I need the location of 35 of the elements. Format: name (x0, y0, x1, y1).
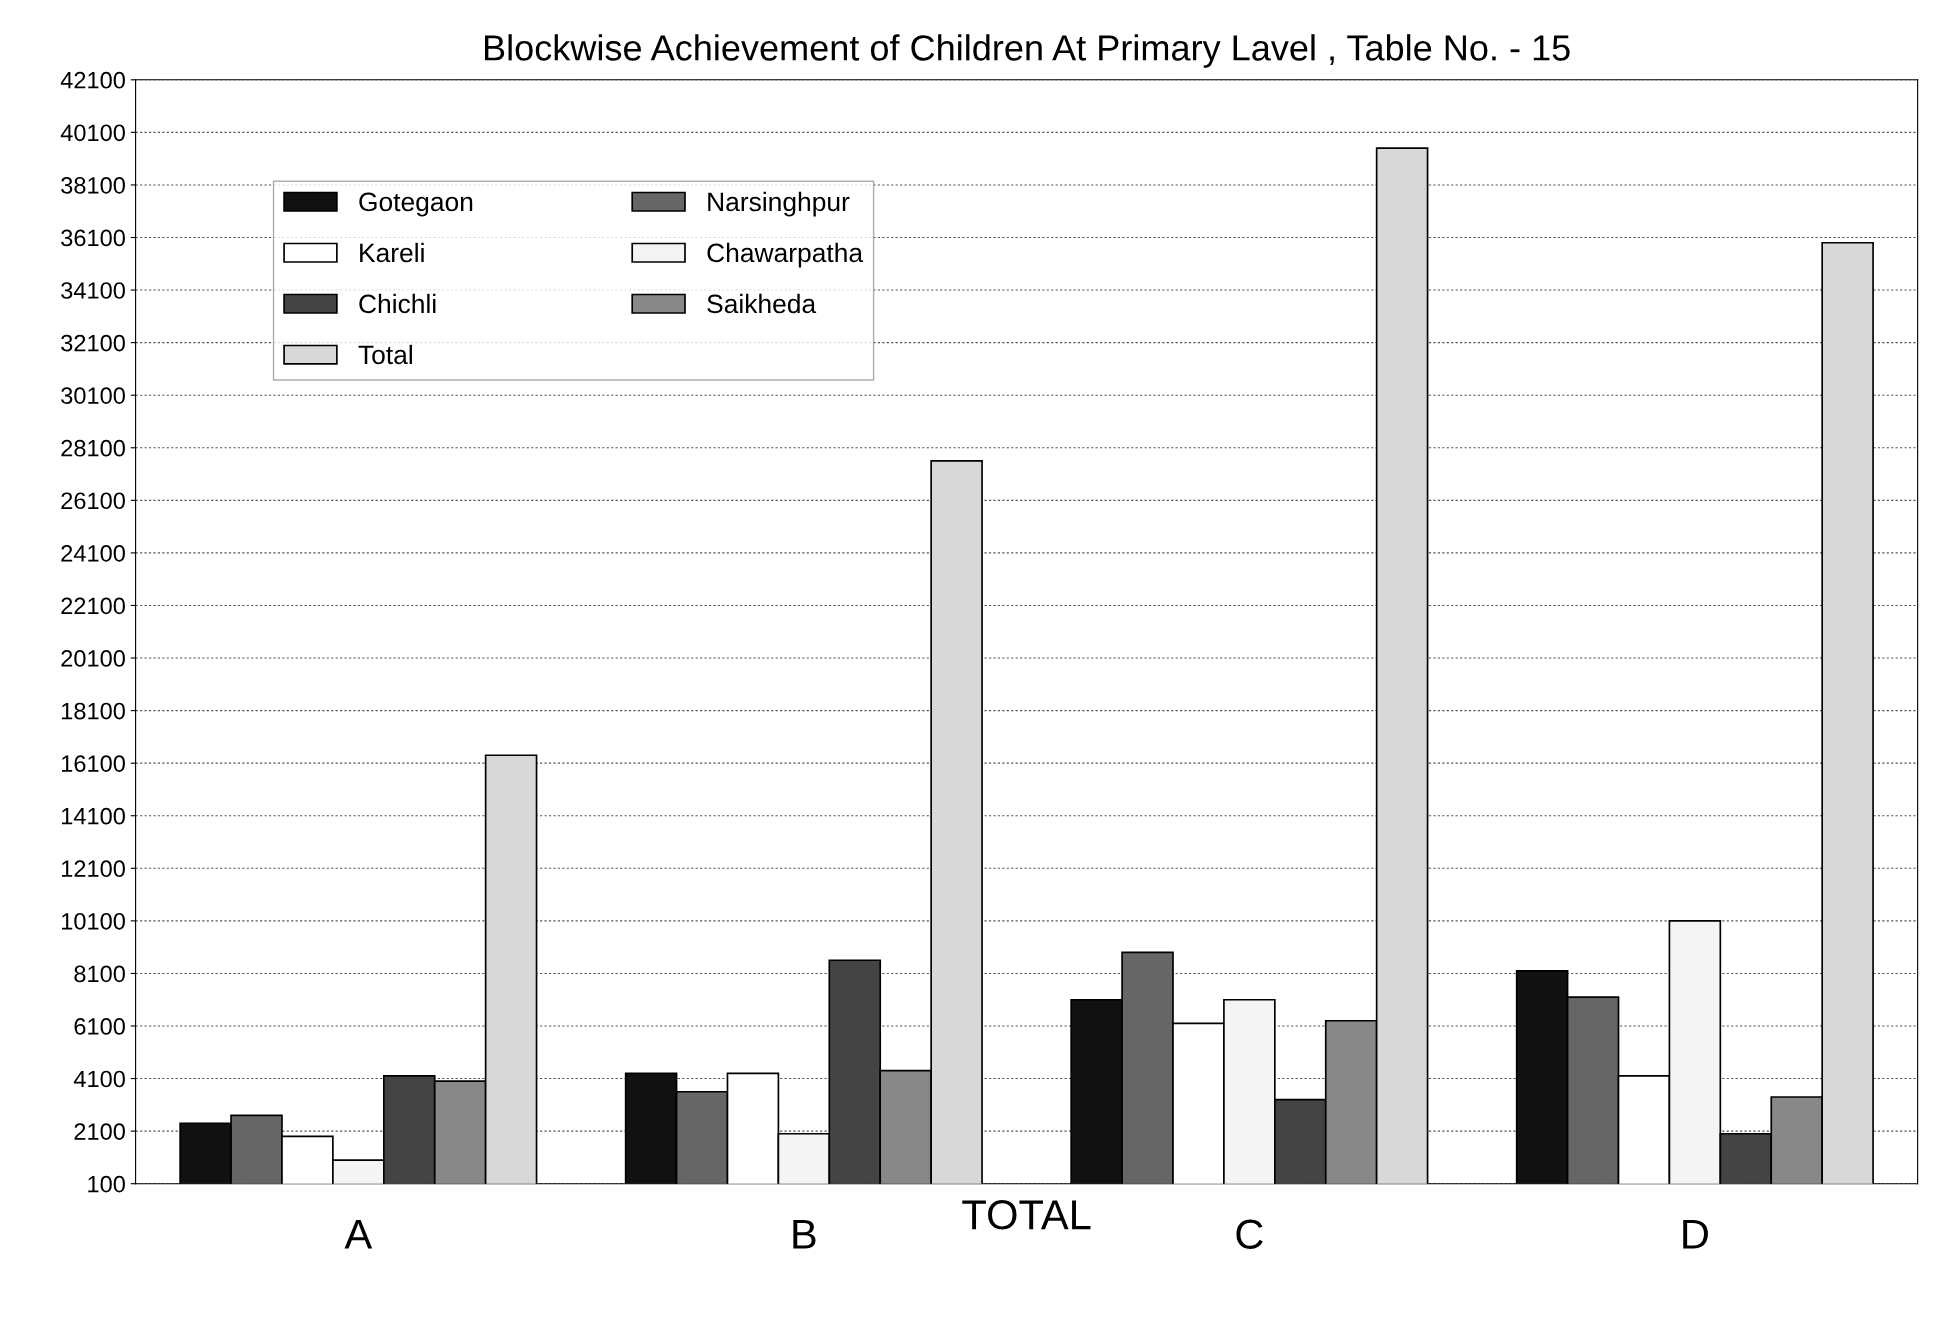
y-tick-label: 12100 (62, 860, 125, 878)
y-tick-label: 30100 (61, 387, 125, 404)
y-tick-label: 28100 (61, 439, 125, 457)
y-tick-label: 18100 (62, 702, 125, 720)
legend-label: Chichli (359, 293, 436, 314)
x-axis-title: TOTAL (962, 1200, 1091, 1230)
y-tick-label: 34100 (61, 282, 125, 299)
y-tick-label: 20100 (61, 650, 125, 667)
y-tick-label: 36100 (61, 229, 125, 247)
y-tick-label: 38100 (61, 177, 125, 194)
legend-label: Saikheda (707, 293, 817, 314)
y-tick-label: 42100 (60, 71, 125, 89)
y-tick-label: 22100 (61, 597, 125, 615)
x-tick-label: D (1683, 1219, 1708, 1249)
y-tick-label: 26100 (61, 492, 125, 510)
x-tick-label: B (793, 1219, 816, 1249)
y-tick-label: 8100 (74, 965, 125, 983)
legend-label: Narsinghpur (708, 191, 850, 217)
y-tick-label: 2100 (74, 1123, 125, 1140)
y-tick-label: 100 (88, 1175, 125, 1193)
y-tick-label: 24100 (61, 544, 125, 562)
legend-label: Chawarpatha (707, 242, 864, 268)
x-tick-label: A (344, 1219, 373, 1249)
y-tick-label: 32100 (61, 334, 125, 352)
y-tick-label: 16100 (62, 755, 125, 772)
x-tick-label: C (1236, 1219, 1263, 1250)
legend-label: Kareli (360, 242, 424, 263)
legend-label: Total (358, 344, 412, 365)
y-tick-label: 6100 (74, 1018, 125, 1035)
legend-label: Gotegaon (359, 192, 473, 217)
chart-title: Blockwise Achievement of Children At Primary Lavel , Table No. - 15 (485, 34, 1570, 68)
y-tick-label: 10100 (62, 912, 125, 930)
y-tick-label: 14100 (62, 807, 125, 825)
y-tick-label: 40100 (60, 124, 125, 142)
y-tick-label: 4100 (73, 1070, 125, 1088)
